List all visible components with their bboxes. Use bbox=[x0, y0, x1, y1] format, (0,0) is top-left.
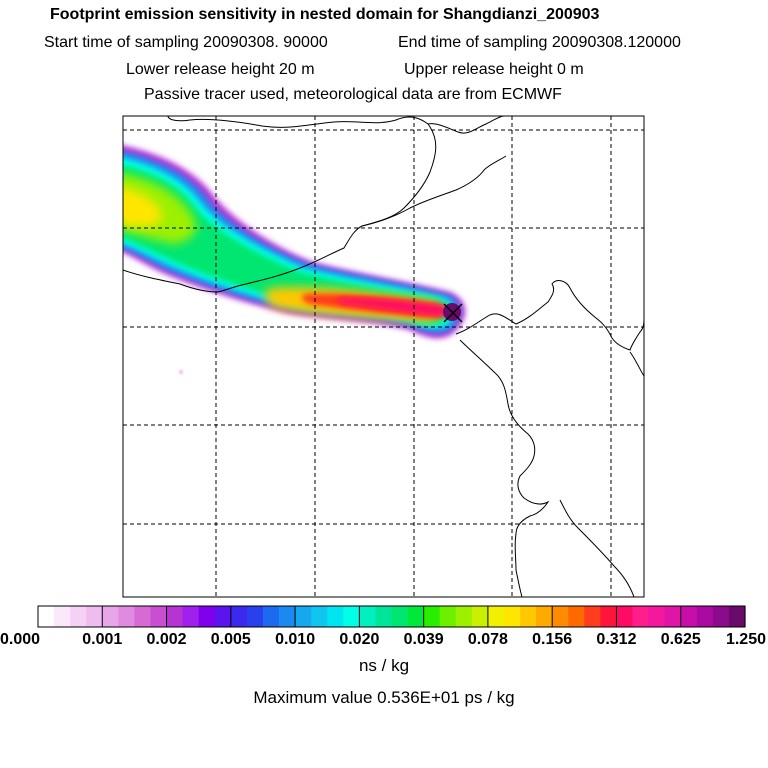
colorbar-swatch bbox=[712, 606, 730, 627]
colorbar-swatch bbox=[246, 606, 264, 627]
coastline-southeast bbox=[629, 351, 644, 377]
chart-title: Footprint emission sensitivity in nested… bbox=[50, 6, 600, 23]
colorbar-tick-label: 0.312 bbox=[596, 631, 636, 648]
tracer-info-label: Passive tracer used, meteorological data… bbox=[144, 86, 562, 103]
colorbar-swatch bbox=[616, 606, 634, 627]
colorbar-swatch bbox=[166, 606, 184, 627]
colorbar-swatch bbox=[54, 606, 71, 627]
colorbar-swatch bbox=[279, 606, 296, 627]
colorbar-swatch bbox=[455, 606, 473, 627]
colorbar-swatch bbox=[487, 606, 505, 627]
colorbar-swatch bbox=[262, 606, 280, 627]
colorbar-tick-label: 0.039 bbox=[404, 631, 444, 648]
isolated-spot bbox=[178, 369, 184, 375]
plume-band-cyan bbox=[123, 157, 455, 329]
coastline-bay bbox=[459, 339, 550, 597]
upper-release-height-label: Upper release height 0 m bbox=[404, 61, 584, 78]
plume-band-magenta bbox=[337, 298, 449, 316]
colorbar-swatch bbox=[696, 606, 714, 627]
colorbar-swatch bbox=[134, 606, 152, 627]
plume-layer bbox=[123, 145, 466, 375]
start-time-label: Start time of sampling 20090308. 90000 bbox=[44, 34, 328, 51]
colorbar-swatch bbox=[375, 606, 393, 627]
colorbar-swatch bbox=[214, 606, 232, 627]
coastline-northeast bbox=[361, 155, 507, 227]
colorbar-tick-label: 0.001 bbox=[82, 631, 122, 648]
coastline-lower bbox=[559, 499, 635, 597]
colorbar-swatch bbox=[198, 606, 216, 627]
colorbar-swatch bbox=[536, 606, 553, 627]
map-frame bbox=[122, 115, 645, 598]
colorbar-tick-label: 0.156 bbox=[532, 631, 572, 648]
colorbar-swatch bbox=[230, 606, 248, 627]
colorbar-tick-label: 0.020 bbox=[339, 631, 379, 648]
colorbar-swatch bbox=[38, 606, 55, 627]
max-value-label: Maximum value 0.536E+01 ps / kg bbox=[253, 688, 514, 707]
colorbar-swatch bbox=[86, 606, 103, 627]
colorbar-swatch bbox=[600, 606, 618, 627]
border-west bbox=[123, 269, 219, 293]
colorbar-tick-label: 0.005 bbox=[211, 631, 251, 648]
colorbar-swatch bbox=[568, 606, 585, 627]
colorbar-swatch bbox=[391, 606, 409, 627]
coastline-north bbox=[167, 116, 437, 293]
colorbar-swatch bbox=[648, 606, 666, 627]
colorbar-tick-label: 0.625 bbox=[661, 631, 701, 648]
grid-lines bbox=[123, 116, 644, 597]
plume-band-yellow bbox=[123, 187, 163, 227]
colorbar-swatch bbox=[343, 606, 360, 627]
colorbar-swatch bbox=[407, 606, 425, 627]
colorbar-tick-label: 0.078 bbox=[468, 631, 508, 648]
colorbar-swatch bbox=[632, 606, 650, 627]
colorbar-swatch bbox=[664, 606, 682, 627]
border-east bbox=[427, 116, 505, 134]
colorbar-tick-label: 1.250 bbox=[726, 631, 766, 648]
colorbar-swatch bbox=[359, 606, 377, 627]
colorbar-swatch bbox=[311, 606, 328, 627]
colorbar-ticks: 0.000 0.001 0.002 0.005 0.010 0.020 0.039 0.078… bbox=[0, 606, 766, 648]
colorbar-unit-label: ns / kg bbox=[359, 656, 409, 675]
colorbar-swatch bbox=[728, 606, 746, 627]
end-time-label: End time of sampling 20090308.120000 bbox=[398, 34, 681, 51]
coastline-layer bbox=[123, 116, 644, 597]
colorbar-tick-label: 0.000 bbox=[0, 631, 40, 648]
colorbar-swatch bbox=[503, 606, 521, 627]
colorbar-swatch bbox=[439, 606, 457, 627]
colorbar-swatch bbox=[182, 606, 200, 627]
colorbar-swatch bbox=[471, 606, 489, 627]
colorbar-frame bbox=[37, 605, 746, 628]
coastline-east bbox=[455, 280, 644, 351]
colorbar bbox=[38, 606, 746, 627]
colorbar-swatch bbox=[680, 606, 698, 627]
colorbar-tick-label: 0.010 bbox=[275, 631, 315, 648]
colorbar-swatch bbox=[423, 606, 441, 627]
receptor-marker bbox=[443, 303, 463, 323]
colorbar-swatch bbox=[295, 606, 312, 627]
colorbar-swatch bbox=[70, 606, 87, 627]
colorbar-swatch bbox=[327, 606, 344, 627]
colorbar-swatch bbox=[552, 606, 569, 627]
colorbar-swatch bbox=[102, 606, 119, 627]
colorbar-swatch bbox=[150, 606, 168, 627]
lower-release-height-label: Lower release height 20 m bbox=[126, 61, 315, 78]
colorbar-tick-label: 0.002 bbox=[147, 631, 187, 648]
colorbar-swatch bbox=[118, 606, 136, 627]
colorbar-swatch bbox=[584, 606, 601, 627]
colorbar-swatch bbox=[520, 606, 537, 627]
